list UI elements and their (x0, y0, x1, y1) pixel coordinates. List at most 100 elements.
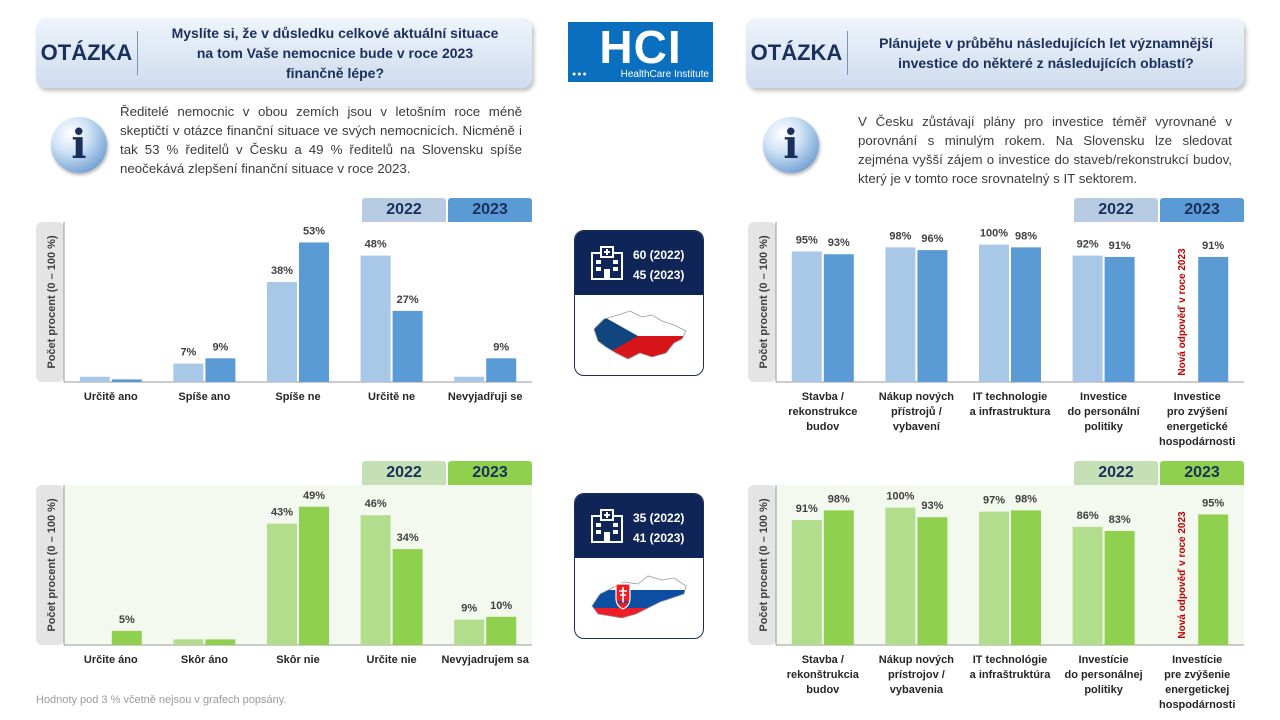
bar-sk_finance-2022-1 (173, 639, 204, 645)
chart-cz-finance: Počet procent (0 – 100 %) Určitě ano 7% 9% S… (36, 222, 532, 403)
category-label-sk_finance-3-0: Určite nie (367, 654, 417, 666)
category-label-sk_invest-2-0: IT technológie (973, 654, 1048, 666)
category-label-sk_finance-0-0: Určite áno (84, 654, 138, 666)
data-label-sk_finance-2023-0: 5% (119, 614, 135, 626)
bar-cz_invest-2023-1 (917, 250, 948, 382)
category-label-sk_invest-4-3: hospodárnosti (1159, 699, 1235, 711)
legend-cz-finance-2022: 2022 (362, 198, 446, 222)
count-sk-2022: 35 (2022) (633, 511, 685, 525)
data-label-cz_finance-2023-2: 53% (303, 225, 325, 237)
bar-sk_finance-2023-4 (486, 616, 517, 645)
data-label-cz_finance-2022-1: 7% (180, 347, 196, 359)
bar-cz_invest-2022-0 (791, 251, 822, 382)
bar-cz_invest-2023-4 (1198, 256, 1229, 382)
y-axis-label: Počet procent (0 – 100 %) (758, 235, 770, 369)
category-label-cz_finance-1-0: Spíše ano (178, 391, 230, 403)
bar-sk_invest-2023-0 (823, 510, 854, 645)
data-label-cz_invest-2022-3: 92% (1077, 239, 1099, 251)
category-label-sk_invest-4-2: energetickej (1165, 684, 1229, 696)
question-text-left: Myslíte si, že v důsledku celkové aktuál… (138, 23, 532, 83)
legend-cz-invest-2022: 2022 (1074, 198, 1158, 222)
bar-cz_finance-2022-0 (79, 376, 110, 382)
ylabel-band (748, 485, 776, 645)
question-right-line-2: investice do některé z následujících obl… (898, 55, 1194, 71)
category-label-sk_invest-1-1: prístrojov / (888, 669, 945, 681)
category-label-sk_finance-1-0: Skôr áno (181, 654, 228, 666)
category-label-cz_invest-3-1: do personální (1068, 406, 1141, 418)
bar-cz_finance-2022-2 (267, 281, 297, 382)
data-label-sk_finance-2023-4: 10% (490, 600, 512, 612)
bar-cz_invest-2023-3 (1104, 256, 1135, 382)
bar-sk_finance-2023-1 (205, 639, 236, 645)
logo-subtitle: HealthCare Institute (620, 69, 709, 80)
count-sk-2023: 41 (2023) (633, 531, 685, 545)
data-label-sk_invest-2023-0: 98% (828, 493, 850, 505)
bar-cz_finance-2023-3 (392, 310, 423, 382)
data-label-sk_finance-2022-2: 43% (271, 507, 293, 519)
plot-area (776, 222, 1244, 382)
category-label-cz_invest-0-1: rekonstrukce (788, 406, 857, 418)
data-label-sk_invest-2023-3: 83% (1109, 514, 1131, 526)
bar-cz_finance-2023-4 (486, 358, 517, 382)
bar-sk_invest-2022-3 (1072, 526, 1103, 645)
ylabel-band (36, 485, 64, 645)
bar-sk_invest-2023-1 (917, 517, 948, 645)
country-card-sk: 35 (2022) 41 (2023) (574, 493, 704, 639)
bar-cz_invest-2023-0 (823, 254, 854, 382)
card-counts-cz: 60 (2022) 45 (2023) (633, 245, 684, 285)
plot-area (64, 222, 532, 382)
bar-cz_invest-2022-3 (1072, 255, 1103, 382)
category-label-cz_invest-2-1: a infrastruktura (970, 406, 1052, 418)
legend-sk-invest-2023: 2023 (1160, 461, 1244, 485)
data-label-cz_invest-2023-3: 91% (1109, 240, 1131, 252)
data-label-sk_invest-2022-2: 97% (983, 495, 1005, 507)
category-label-sk_invest-2-1: a infraštruktúra (970, 669, 1052, 681)
hospital-icon (591, 246, 623, 280)
category-label-cz_finance-3-0: Určitě ne (368, 391, 415, 403)
bar-sk_finance-2023-2 (299, 506, 329, 645)
question-label-right: OTÁZKA (746, 31, 848, 75)
slovak-flag-map-icon (591, 575, 687, 619)
category-label-cz_invest-0-0: Stavba / (802, 391, 844, 403)
plot-area (776, 485, 1244, 645)
category-label-cz_invest-4-0: Investice (1174, 391, 1221, 403)
hospital-icon (591, 509, 623, 543)
category-label-sk_invest-3-2: politiky (1084, 684, 1123, 696)
bar-sk_invest-2023-2 (1011, 510, 1041, 645)
category-label-sk_invest-0-1: rekonštrukcia (787, 669, 860, 681)
count-cz-2023: 45 (2023) (633, 268, 685, 282)
data-label-cz_invest-2022-1: 98% (889, 230, 911, 242)
data-label-sk_invest-2023-4: 95% (1202, 497, 1224, 509)
data-label-sk_invest-2022-0: 91% (796, 503, 818, 515)
category-label-sk_invest-3-0: Investície (1079, 654, 1129, 666)
y-axis-label: Počet procent (0 – 100 %) (46, 498, 58, 632)
question-box-left: OTÁZKA Myslíte si, že v důsledku celkové… (36, 18, 532, 88)
category-label-sk_invest-0-2: budov (806, 684, 840, 696)
bar-sk_invest-2022-2 (979, 511, 1009, 645)
category-label-cz_invest-1-0: Nákup nových (879, 391, 954, 403)
data-label-cz_finance-2023-4: 9% (493, 341, 509, 353)
category-label-sk_finance-2-0: Skôr nie (276, 654, 319, 666)
new-answer-note-sk_invest: Nová odpověď v roce 2023 (1177, 511, 1188, 639)
category-label-cz_invest-4-2: energetické (1167, 421, 1228, 433)
chart-sk-invest: Počet procent (0 – 100 %) 91% 98% Stavba / r… (748, 485, 1244, 711)
bar-sk_invest-2022-1 (885, 507, 916, 645)
category-label-cz_invest-1-2: vybavení (893, 421, 941, 433)
chart-cz-invest: Počet procent (0 – 100 %) 95% 93% Stavba / r… (748, 222, 1244, 448)
bar-cz_invest-2022-2 (979, 244, 1009, 382)
data-label-sk_finance-2022-3: 46% (365, 498, 387, 510)
category-label-sk_invest-4-0: Investície (1172, 654, 1222, 666)
data-label-sk_finance-2023-2: 49% (303, 490, 325, 502)
logo-text: HCI (599, 21, 682, 73)
data-label-sk_invest-2023-1: 93% (921, 500, 943, 512)
data-label-cz_invest-2023-0: 93% (828, 237, 850, 249)
category-label-sk_invest-0-0: Stavba / (802, 654, 844, 666)
bar-sk_finance-2023-0 (111, 630, 142, 645)
bar-sk_finance-2023-3 (392, 549, 423, 645)
data-label-sk_invest-2022-3: 86% (1077, 510, 1099, 522)
data-label-sk_invest-2022-1: 100% (886, 491, 914, 503)
category-label-sk_invest-1-0: Nákup nových (879, 654, 954, 666)
y-axis-label: Počet procent (0 – 100 %) (46, 235, 58, 369)
category-label-cz_invest-3-2: politiky (1084, 421, 1123, 433)
question-left-line-3: finančně lépe? (285, 65, 385, 81)
